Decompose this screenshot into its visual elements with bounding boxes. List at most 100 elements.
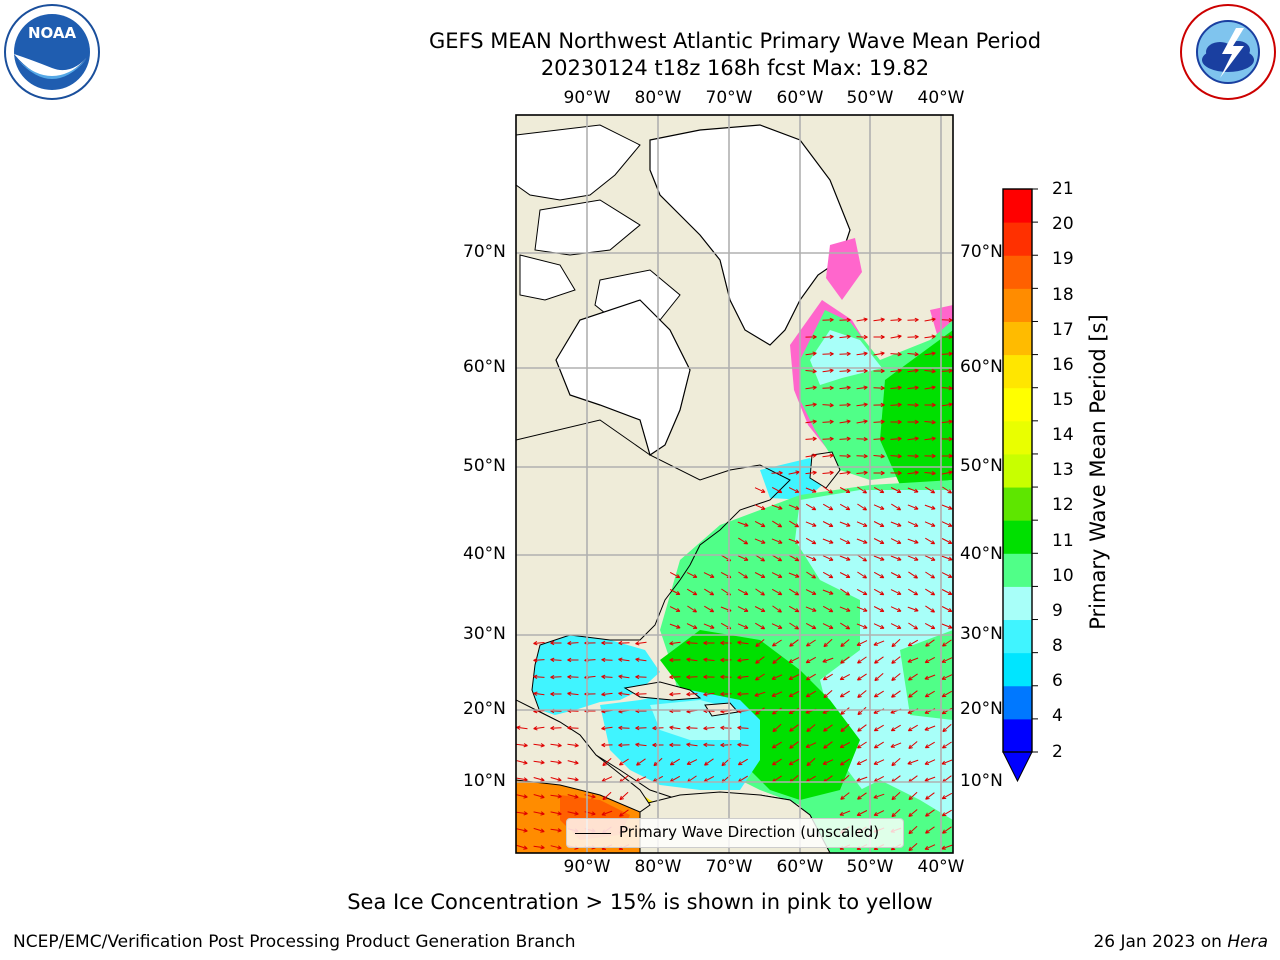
wave-arrow — [567, 725, 579, 731]
wave-arrow — [601, 674, 613, 680]
wave-arrow — [822, 538, 834, 544]
wave-arrow — [822, 589, 834, 595]
colorbar-tick: 14 — [1052, 425, 1074, 445]
wave-arrow — [805, 622, 817, 630]
wave-arrow — [891, 791, 901, 801]
wave-arrow — [754, 538, 766, 544]
wave-arrow — [788, 758, 800, 766]
wave-arrow — [941, 741, 952, 749]
colorbar-segment — [1003, 420, 1032, 455]
wave-arrow — [771, 758, 782, 766]
wave-arrow — [687, 605, 698, 613]
wave-arrow — [840, 792, 850, 800]
wave-arrow — [924, 334, 936, 339]
map-subtitle: 20230124 t18z 168h fcst Max: 19.82 — [540, 56, 930, 80]
wave-arrow — [737, 675, 749, 680]
colorbar-segment — [1003, 652, 1032, 687]
wave-arrow — [805, 351, 817, 356]
wave-arrow — [737, 521, 749, 527]
colorbar-extend-arrow — [1002, 751, 1033, 783]
wave-arrow — [550, 845, 562, 850]
wave-arrow — [635, 641, 647, 646]
wave-arrow — [891, 503, 902, 511]
wave-arrow — [839, 317, 851, 323]
wave-arrow — [890, 436, 902, 442]
wave-arrow — [873, 640, 885, 646]
wave-arrow — [856, 402, 868, 407]
wave-arrow — [737, 623, 749, 629]
wave-arrow — [891, 758, 901, 767]
wave-arrow — [754, 606, 766, 612]
wave-arrow — [737, 725, 749, 731]
wave-arrow — [925, 588, 936, 596]
wave-arrow — [771, 572, 783, 578]
wave-arrow — [891, 638, 901, 648]
wave-arrow — [907, 419, 919, 425]
wave-arrow — [924, 725, 936, 731]
colorbar-segment — [1003, 718, 1032, 753]
wave-arrow — [771, 741, 782, 749]
wave-arrow — [788, 470, 800, 475]
wave-arrow — [805, 555, 817, 561]
wave-arrow — [907, 470, 919, 475]
colorbar-tick: 11 — [1052, 531, 1074, 551]
wave-arrow — [755, 707, 765, 715]
wave-arrow — [771, 470, 783, 476]
wave-arrow — [941, 402, 953, 407]
wave-arrow — [703, 692, 715, 697]
wave-arrow — [941, 690, 953, 698]
wave-arrow — [873, 555, 885, 561]
wave-arrow — [873, 368, 885, 374]
wave-arrow — [873, 436, 885, 442]
wave-arrow — [908, 843, 918, 852]
wave-arrow — [703, 742, 715, 748]
wave-arrow — [771, 623, 783, 629]
colorbar-tick: 18 — [1052, 285, 1074, 305]
wave-arrow — [533, 794, 545, 799]
wave-arrow — [772, 554, 783, 562]
wave-arrow — [908, 571, 919, 579]
lon-label-top: 50°W — [846, 88, 894, 108]
wave-arrow — [823, 486, 833, 494]
wave-arrow — [873, 588, 885, 596]
wave-arrow — [601, 657, 613, 663]
wave-arrow — [857, 486, 868, 494]
wave-arrow — [924, 402, 936, 408]
wave-arrow — [805, 690, 817, 698]
wave-arrow — [890, 538, 902, 544]
wave-arrow — [942, 724, 952, 733]
central-america — [516, 699, 651, 813]
wave-arrow — [516, 743, 528, 748]
lat-label-left: 60°N — [463, 357, 506, 377]
wave-arrow — [619, 791, 629, 801]
wave-arrow — [516, 777, 528, 782]
wave-arrow — [550, 794, 562, 799]
wave-arrow — [941, 368, 953, 374]
wave-arrow — [840, 639, 850, 647]
wave-arrow — [840, 707, 850, 715]
wave-arrow — [890, 623, 902, 629]
wave-arrow — [907, 673, 918, 681]
wave-arrow — [669, 758, 680, 766]
lon-label-top: 60°W — [776, 88, 824, 108]
wave-arrow — [822, 623, 834, 629]
wave-arrow — [805, 453, 817, 458]
wave-arrow — [601, 692, 613, 697]
wave-arrow — [805, 487, 817, 493]
wave-arrow — [941, 419, 953, 424]
wave-arrow — [873, 521, 885, 527]
wave-arrow — [941, 521, 953, 527]
wave-arrow — [822, 605, 834, 613]
wave-arrow — [924, 419, 936, 425]
wave-arrow — [839, 368, 851, 374]
wave-arrow — [941, 844, 953, 850]
wave-arrow — [941, 809, 952, 817]
wave-arrow — [941, 538, 953, 544]
wave-arrow — [840, 588, 851, 596]
wave-arrow — [873, 724, 884, 732]
wave-arrow — [856, 368, 868, 374]
wave-arrow — [550, 743, 562, 748]
wave-arrow — [873, 504, 885, 510]
colorbar-tick: 10 — [1052, 566, 1074, 586]
wave-arrow — [942, 486, 953, 494]
